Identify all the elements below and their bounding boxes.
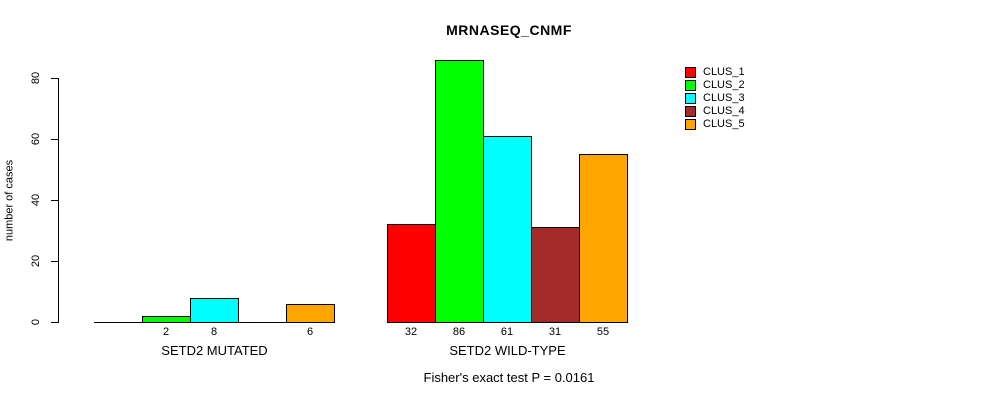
bar-value-label: 61: [500, 326, 514, 338]
legend-label: CLUS_3: [703, 92, 745, 104]
x-axis-category-label: SETD2 WILD-TYPE: [449, 343, 566, 358]
legend-swatch-clus_2: [685, 80, 696, 91]
bar-clus_2-setd2-wild-type: [435, 60, 484, 323]
bar-clus_2-setd2-mutated: [142, 316, 191, 323]
y-axis-tick: [51, 322, 58, 323]
bar-value-label: 6: [306, 326, 314, 338]
y-axis-tick-label: 40: [30, 193, 42, 207]
legend-label: CLUS_4: [703, 105, 745, 117]
y-axis-tick: [51, 139, 58, 140]
bar-value-label: 31: [548, 326, 562, 338]
bar-value-label: 86: [452, 326, 466, 338]
bar-value-label: 32: [404, 326, 418, 338]
x-axis-category-label: SETD2 MUTATED: [161, 343, 268, 358]
bar-clus_1-setd2-wild-type: [387, 224, 436, 323]
legend-label: CLUS_2: [703, 79, 745, 91]
y-axis-tick-label: 0: [30, 318, 42, 326]
legend-label: CLUS_5: [703, 118, 745, 130]
y-axis-line: [58, 78, 59, 323]
y-axis-tick: [51, 78, 58, 79]
legend-swatch-clus_5: [685, 119, 696, 130]
y-axis-tick: [51, 200, 58, 201]
y-axis-tick-label: 60: [30, 132, 42, 146]
legend-label: CLUS_1: [703, 66, 745, 78]
legend-swatch-clus_1: [685, 67, 696, 78]
fisher-test-caption: Fisher's exact test P = 0.0161: [423, 370, 595, 385]
y-axis-tick: [51, 261, 58, 262]
bar-value-label: 8: [210, 326, 218, 338]
chart-title: MRNASEQ_CNMF: [446, 22, 572, 38]
y-axis-tick-label: 20: [30, 254, 42, 268]
bar-clus_3-setd2-mutated: [190, 298, 239, 323]
y-axis-label: number of cases: [3, 159, 16, 242]
bar-value-label: 55: [596, 326, 610, 338]
bar-value-label: 2: [162, 326, 170, 338]
bar-clus_3-setd2-wild-type: [483, 136, 532, 323]
bar-clus_4-setd2-wild-type: [531, 227, 580, 323]
bar-clus_5-setd2-wild-type: [579, 154, 628, 323]
legend-swatch-clus_3: [685, 93, 696, 104]
bar-clus_5-setd2-mutated: [286, 304, 335, 323]
legend-swatch-clus_4: [685, 106, 696, 117]
y-axis-tick-label: 80: [30, 71, 42, 85]
